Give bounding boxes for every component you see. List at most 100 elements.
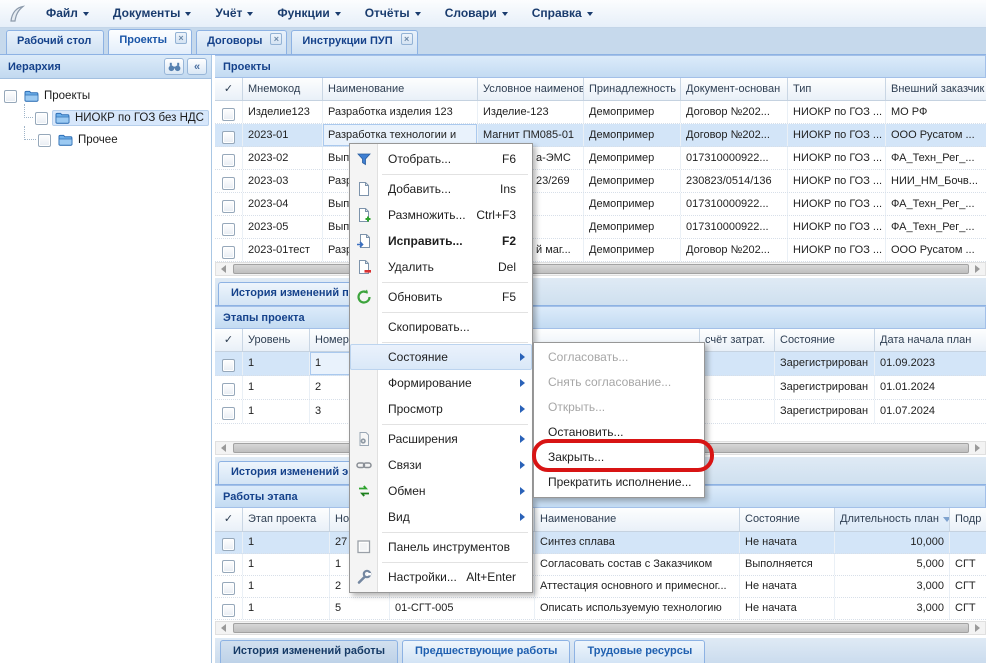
main-tab[interactable]: Рабочий стол × [6,30,105,54]
tree-item[interactable]: - Прочее [4,126,209,151]
tree-checkbox[interactable] [34,111,48,125]
row-checkbox[interactable] [222,382,235,396]
row-checkbox[interactable] [222,245,235,259]
submenu-item[interactable]: Остановить... [534,420,704,445]
tree-checkbox[interactable] [38,133,51,147]
context-menu-item[interactable] [350,422,532,426]
row-checkbox[interactable] [222,199,235,213]
project-row[interactable]: 2023-04 Вып Демопример 017310000922... Н… [215,193,986,216]
row-checkbox[interactable] [222,153,235,167]
column-header-type[interactable]: Тип [788,78,886,100]
menubar-item[interactable]: Отчёты [353,0,433,27]
scroll-left-arrow[interactable] [216,622,231,634]
scrollbar-thumb[interactable] [233,264,969,274]
context-menu-item[interactable] [350,530,532,534]
column-header-date[interactable]: Дата начала план [880,334,972,346]
menubar-item[interactable]: Файл [34,0,101,27]
row-checkbox[interactable] [222,130,235,144]
context-menu-item[interactable] [350,560,532,564]
context-menu-item[interactable]: Добавить... Ins [350,176,532,202]
check-column-header[interactable]: ✓ [215,329,243,351]
context-menu-item[interactable] [350,280,532,284]
row-checkbox[interactable] [222,406,235,420]
context-menu-item[interactable]: Исправить... F2 [350,228,532,254]
tree-node[interactable]: НИОКР по ГОЗ без НДС [51,110,209,126]
submenu-item[interactable]: Снять согласование... [534,370,704,395]
column-header-hidden[interactable] [390,329,700,351]
tab-history-project[interactable]: История изменений п [218,282,362,305]
context-menu-item[interactable]: Формирование [350,370,532,396]
context-menu-item[interactable]: Размножить... Ctrl+F3 [350,202,532,228]
collapse-panel-button[interactable]: « [187,58,207,75]
menubar-item[interactable]: Функции [265,0,352,27]
project-row[interactable]: Изделие123 Разработка изделия 123 Издели… [215,101,986,124]
context-menu-item[interactable]: Расширения [350,426,532,452]
check-column-header[interactable]: ✓ [215,78,243,100]
column-header-cond[interactable]: Условное наименова [478,78,584,100]
main-tab[interactable]: Инструкции ПУП × [291,30,418,54]
submenu-item[interactable]: Согласовать... [534,345,704,370]
row-checkbox[interactable] [222,581,235,595]
close-tab-icon[interactable]: × [175,32,188,44]
project-row[interactable]: 2023-05 Вып Демопример 017310000922... Н… [215,216,986,239]
main-tab[interactable]: Договоры × [196,30,288,54]
check-column-header[interactable]: ✓ [215,508,243,531]
context-menu-item[interactable]: Отобрать... F6 [350,146,532,172]
column-header-mnemo[interactable]: Мнемокод [243,78,323,100]
context-menu-item[interactable]: Обмен [350,478,532,504]
project-row[interactable]: 2023-01 Разработка технологии и Магнит П… [215,124,986,147]
close-tab-icon[interactable]: × [400,33,413,45]
menubar-item[interactable]: Документы [101,0,203,27]
context-menu-item[interactable] [350,340,532,344]
scroll-left-arrow[interactable] [216,263,231,275]
column-header-doc[interactable]: Документ-основан [681,78,788,100]
project-row[interactable]: 2023-01тест Разр й маг... Демопример Дог… [215,239,986,262]
context-menu-item[interactable]: Скопировать... [350,314,532,340]
context-menu-item[interactable] [350,310,532,314]
row-checkbox[interactable] [222,222,235,236]
context-menu-item[interactable]: Просмотр [350,396,532,422]
row-checkbox[interactable] [222,176,235,190]
column-header-stage[interactable]: Этап проекта [243,508,330,531]
tree-node[interactable]: Прочее [55,132,123,148]
context-menu-item[interactable]: Вид [350,504,532,530]
close-tab-icon[interactable]: × [270,33,283,45]
work-row[interactable]: 1 27 Синтез сплава Не начата 10,000 [215,532,986,554]
scroll-right-arrow[interactable] [970,442,985,454]
context-menu-item[interactable]: Связи [350,452,532,478]
submenu-item[interactable]: Прекратить исполнение... [534,470,704,495]
context-menu-item[interactable]: Обновить F5 [350,284,532,310]
tree-item[interactable]: - НИОКР по ГОЗ без НДС [4,104,209,129]
column-header-zatr[interactable]: счёт затрат. [700,329,775,351]
scroll-right-arrow[interactable] [970,263,985,275]
menubar-item[interactable]: Словари [433,0,520,27]
context-menu-item[interactable]: Панель инструментов [350,534,532,560]
tree-checkbox[interactable] [4,89,17,103]
work-row[interactable]: 1 2 Аттестация основного и примесног... … [215,576,986,598]
column-header-state[interactable]: Состояние [740,508,835,531]
project-row[interactable]: 2023-02 Вып а-ЭМС Демопример 01731000092… [215,147,986,170]
main-tab[interactable]: Проекты × [108,29,193,54]
scroll-left-arrow[interactable] [216,442,231,454]
bottom-tab[interactable]: История изменений работы [220,640,398,663]
row-checkbox[interactable] [222,559,235,573]
menubar-item[interactable]: Учёт [203,0,265,27]
submenu-item[interactable]: Открыть... [534,395,704,420]
column-header-customer[interactable]: Внешний заказчик [891,83,985,95]
scroll-right-arrow[interactable] [970,622,985,634]
bottom-tab[interactable]: Предшествующие работы [402,640,571,663]
column-header-duration[interactable]: Длительность план [835,508,950,531]
column-header-state[interactable]: Состояние [775,329,875,351]
row-checkbox[interactable] [222,358,235,372]
column-header-name[interactable]: Наименование [323,78,478,100]
column-header-level[interactable]: Уровень [243,329,310,351]
search-binoculars-button[interactable] [164,58,184,75]
column-header-podr[interactable]: Подр [955,513,982,525]
work-row[interactable]: 1 5 01-СГТ-005 Описать используемую техн… [215,598,986,620]
row-checkbox[interactable] [222,537,235,551]
bottom-tab[interactable]: Трудовые ресурсы [574,640,706,663]
context-menu-item[interactable] [350,172,532,176]
tab-history-stage[interactable]: История изменений э [218,461,362,484]
column-header-name[interactable]: Наименование [535,508,740,531]
project-row[interactable]: 2023-03 Разр 23/269 Демопример 230823/05… [215,170,986,193]
